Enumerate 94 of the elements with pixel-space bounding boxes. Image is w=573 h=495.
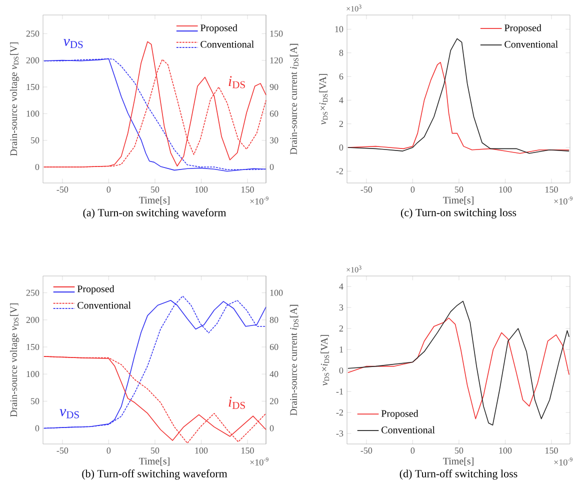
x-tick-label: 50	[454, 448, 464, 454]
y-tick-label: 4	[339, 284, 344, 290]
x-tick-label: 150	[242, 186, 254, 193]
y2-tick-label: 60	[270, 344, 278, 350]
x-tick-label: 0	[106, 448, 111, 454]
text: (a) Turn-on switching waveform	[83, 208, 226, 219]
y-tick-label: 2	[339, 120, 343, 127]
y-tick-label: 200	[26, 57, 40, 64]
text: ×10$^{-9}$	[554, 458, 572, 466]
x-axis-title: Time[s]	[139, 196, 170, 205]
text: ×10$^{-9}$	[250, 196, 268, 204]
y-tick-label: 250	[26, 290, 40, 296]
y2-tick-label: 120	[270, 57, 283, 64]
legend-label: Proposed	[504, 24, 542, 34]
legend-label: Conventional	[200, 40, 254, 48]
x-tick-label: 100	[195, 186, 208, 193]
y2-tick-label: 20	[270, 398, 278, 404]
legend-label: Proposed	[200, 24, 238, 34]
text: (d) Turn-off switching loss	[400, 470, 518, 480]
x-tick-label: -50	[56, 448, 68, 454]
y2-tick-label: 80	[270, 316, 278, 323]
y-tick-label: 4	[339, 97, 344, 104]
x-tick-label: -50	[56, 186, 68, 193]
legend-label: Proposed	[381, 410, 418, 419]
x-tick-label: 50	[150, 186, 160, 193]
x-tick-label: 50	[150, 448, 160, 454]
y-tick-label: 10	[335, 26, 344, 32]
y-tick-label: 200	[26, 316, 40, 323]
x-tick-label: 0	[410, 448, 415, 454]
legend-label: Conventional	[504, 40, 558, 48]
y-tick-label: 100	[26, 371, 40, 378]
y2-tick-label: 150	[270, 30, 283, 37]
y-tick-label: 1	[340, 346, 343, 352]
x-tick-label: -50	[360, 448, 372, 454]
y2-tick-label: 100	[270, 290, 283, 296]
y-tick-label: 0	[35, 164, 40, 170]
x-tick-label: 150	[242, 448, 254, 454]
text: ×10$^{3}$	[346, 4, 362, 12]
y-tick-label: -3	[336, 430, 344, 437]
y-axis-title: v$_{DS}$×i$_{DS}$[VA]	[320, 334, 330, 386]
y-axis-title: Drain-source voltage v$_{DS}$[V]	[10, 304, 20, 417]
y2-tick-label: 0	[270, 164, 274, 170]
x-axis-title: Time[s]	[443, 196, 474, 205]
legend-label: Proposed	[77, 285, 114, 294]
text: (b) Turn-off switching waveform	[82, 470, 228, 480]
y-tick-label: 150	[26, 344, 40, 350]
y-axis-title: Drain-source voltage v$_{DS}$[V]	[10, 42, 20, 156]
y-tick-label: 250	[26, 30, 40, 37]
y2-axis-title: Drain-source current i$_{DS}$[A]	[290, 44, 298, 155]
y2-tick-label: 0	[270, 425, 274, 432]
x-tick-label: 150	[546, 448, 558, 454]
text: ×10$^{-9}$	[250, 458, 268, 466]
text: ×10$^{-9}$	[554, 196, 572, 204]
x-axis-title: Time[s]	[443, 457, 474, 466]
line-series	[348, 318, 570, 420]
x-tick-label: -50	[360, 186, 372, 193]
y2-tick-label: 30	[270, 137, 278, 144]
y-tick-label: 0	[35, 425, 40, 432]
annotation: i$_{DS}$	[228, 76, 245, 88]
y-tick-label: 8	[339, 50, 344, 56]
x-tick-label: 0	[410, 186, 415, 193]
annotation: i$_{DS}$	[228, 396, 245, 409]
x-tick-label: 50	[454, 186, 464, 193]
x-axis-title: Time[s]	[139, 457, 170, 466]
y2-axis-title: Drain-source current i$_{DS}$[A]	[290, 304, 298, 416]
y-tick-label: -2	[336, 168, 343, 174]
y-axis-title: v$_{DS}$×i$_{DS}$[VA]	[319, 74, 328, 125]
annotation: v$_{DS}$	[63, 38, 83, 48]
line-series	[348, 300, 570, 426]
y-tick-label: 100	[26, 110, 40, 117]
legend-label: Conventional	[78, 302, 131, 309]
y2-tick-label: 90	[270, 84, 278, 90]
y-tick-label: 50	[30, 398, 40, 404]
y-tick-label: -2	[336, 410, 343, 416]
line-series	[348, 38, 570, 154]
annotation: v$_{DS}$	[60, 409, 79, 418]
x-tick-label: 100	[195, 448, 208, 454]
y-tick-label: 0	[339, 144, 344, 151]
y-tick-label: 2	[339, 326, 343, 332]
x-tick-label: 100	[499, 448, 512, 454]
text: ×10$^{3}$	[346, 266, 362, 272]
x-tick-label: 150	[546, 186, 558, 193]
y-tick-label: 50	[30, 137, 40, 144]
y-tick-label: 0	[339, 367, 344, 374]
y2-tick-label: 40	[270, 371, 278, 378]
y-tick-label: -1	[336, 388, 343, 394]
y-tick-label: 6	[339, 73, 344, 80]
legend-label: Conventional	[382, 426, 435, 434]
y-tick-label: 3	[339, 304, 344, 311]
x-tick-label: 0	[106, 186, 111, 193]
y2-tick-label: 60	[270, 110, 278, 117]
text: (c) Turn-on switching loss	[400, 208, 516, 219]
x-tick-label: 100	[499, 186, 512, 193]
y-tick-label: 150	[26, 84, 40, 90]
